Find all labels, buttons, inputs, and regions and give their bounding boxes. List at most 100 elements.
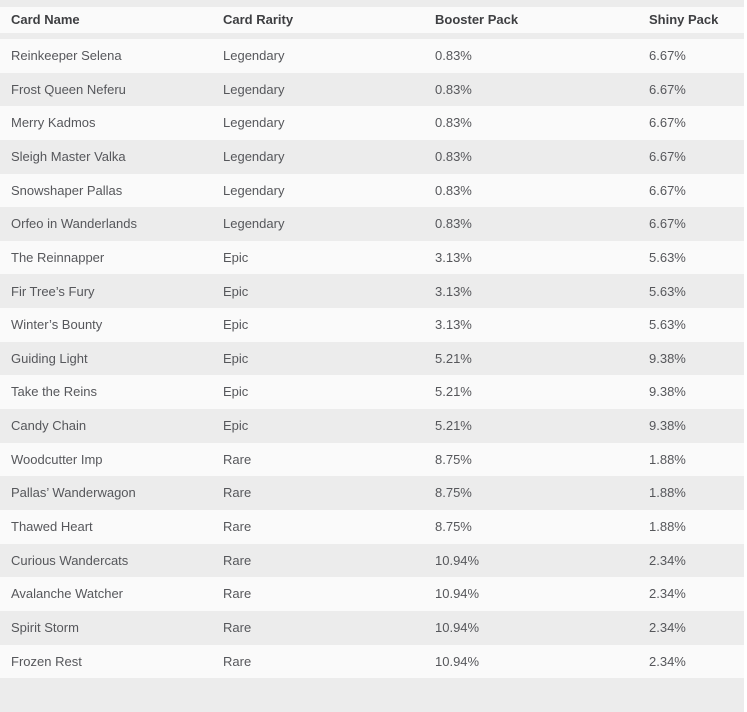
booster-pack-cell: 3.13% <box>435 317 472 333</box>
table-row: Curious Wandercats Rare 10.94% 2.34% <box>0 543 744 578</box>
shiny-pack-cell: 6.67% <box>649 216 686 232</box>
table-row-partial <box>0 678 744 712</box>
table-row: Guiding Light Epic 5.21% 9.38% <box>0 341 744 376</box>
column-header-booster-pack: Booster Pack <box>435 12 519 28</box>
booster-pack-cell: 5.21% <box>435 350 472 366</box>
table-row: Fir Tree’s Fury Epic 3.13% 5.63% <box>0 274 744 309</box>
card-rarity-cell: Legendary <box>223 48 285 64</box>
table-row: Winter’s Bounty Epic 3.13% 5.63% <box>0 308 744 342</box>
shiny-pack-cell: 9.38% <box>649 350 686 366</box>
shiny-pack-cell: 2.34% <box>649 586 686 602</box>
shiny-pack-cell: 1.88% <box>649 518 686 534</box>
shiny-pack-cell: 1.88% <box>649 451 686 467</box>
table-row: Avalanche Watcher Rare 10.94% 2.34% <box>0 577 744 611</box>
booster-pack-cell: 0.83% <box>435 182 472 198</box>
booster-pack-cell: 8.75% <box>435 451 472 467</box>
table-row: Pallas’ Wanderwagon Rare 8.75% 1.88% <box>0 476 744 510</box>
card-name-cell: Spirit Storm <box>11 619 79 635</box>
card-rarity-cell: Epic <box>223 249 249 265</box>
card-name-cell: Frost Queen Neferu <box>11 81 126 97</box>
table-row: The Reinnapper Epic 3.13% 5.63% <box>0 240 744 275</box>
table-row: Take the Reins Epic 5.21% 9.38% <box>0 375 744 410</box>
shiny-pack-cell: 6.67% <box>649 81 686 97</box>
booster-pack-cell: 0.83% <box>435 48 472 64</box>
table-row: Orfeo in Wanderlands Legendary 0.83% 6.67% <box>0 207 744 241</box>
card-name-cell: Reinkeeper Selena <box>11 48 122 64</box>
booster-pack-cell: 0.83% <box>435 115 472 131</box>
shiny-pack-cell: 6.67% <box>649 115 686 131</box>
card-name-cell: Sleigh Master Valka <box>11 148 126 164</box>
table-row: Spirit Storm Rare 10.94% 2.34% <box>0 610 744 645</box>
card-name-cell: Avalanche Watcher <box>11 586 124 602</box>
booster-pack-cell: 0.83% <box>435 148 472 164</box>
table-row: Frost Queen Neferu Legendary 0.83% 6.67% <box>0 72 744 107</box>
card-name-cell: Thawed Heart <box>11 518 93 534</box>
card-name-cell: Snowshaper Pallas <box>11 182 123 198</box>
table-row: Snowshaper Pallas Legendary 0.83% 6.67% <box>0 173 744 208</box>
card-rarity-cell: Rare <box>223 518 252 534</box>
card-rarity-cell: Legendary <box>223 148 285 164</box>
shiny-pack-cell: 1.88% <box>649 485 686 501</box>
booster-pack-cell: 10.94% <box>435 552 480 568</box>
card-name-cell: Guiding Light <box>11 350 88 366</box>
booster-pack-cell: 8.75% <box>435 518 472 534</box>
card-rarity-cell: Epic <box>223 418 249 434</box>
card-rarity-cell: Epic <box>223 317 249 333</box>
card-rarity-cell: Legendary <box>223 182 285 198</box>
table-row: Merry Kadmos Legendary 0.83% 6.67% <box>0 106 744 140</box>
table-row: Sleigh Master Valka Legendary 0.83% 6.67% <box>0 139 744 174</box>
card-rarity-cell: Rare <box>223 586 252 602</box>
booster-pack-cell: 10.94% <box>435 653 480 669</box>
booster-pack-cell: 10.94% <box>435 619 480 635</box>
table-body: Reinkeeper Selena Legendary 0.83% 6.67% Fros… <box>0 39 744 712</box>
shiny-pack-cell: 6.67% <box>649 182 686 198</box>
card-rarity-cell: Epic <box>223 283 249 299</box>
card-rarity-cell: Rare <box>223 619 252 635</box>
table-row: Frozen Rest Rare 10.94% 2.34% <box>0 644 744 679</box>
booster-pack-cell: 3.13% <box>435 283 472 299</box>
top-divider-strip <box>0 0 744 7</box>
card-name-cell: Candy Chain <box>11 418 87 434</box>
shiny-pack-cell: 5.63% <box>649 317 686 333</box>
booster-pack-cell: 8.75% <box>435 485 472 501</box>
card-name-cell: Woodcutter Imp <box>11 451 103 467</box>
shiny-pack-cell: 5.63% <box>649 283 686 299</box>
card-rarity-cell: Legendary <box>223 216 285 232</box>
booster-pack-cell: 0.83% <box>435 216 472 232</box>
shiny-pack-cell: 6.67% <box>649 48 686 64</box>
shiny-pack-cell: 6.67% <box>649 148 686 164</box>
card-name-cell: Curious Wandercats <box>11 552 129 568</box>
shiny-pack-cell: 2.34% <box>649 619 686 635</box>
booster-pack-cell: 0.83% <box>435 81 472 97</box>
column-header-card-name: Card Name <box>11 12 80 28</box>
card-name-cell: The Reinnapper <box>11 249 105 265</box>
card-rarity-cell: Rare <box>223 485 252 501</box>
card-rarity-cell: Legendary <box>223 81 285 97</box>
card-name-cell: Winter’s Bounty <box>11 317 103 333</box>
booster-pack-cell: 3.13% <box>435 249 472 265</box>
table-header-row: Card Name Card Rarity Booster Pack Shiny… <box>0 7 744 33</box>
card-name-cell: Fir Tree’s Fury <box>11 283 95 299</box>
booster-pack-cell: 5.21% <box>435 384 472 400</box>
table-row: Thawed Heart Rare 8.75% 1.88% <box>0 509 744 544</box>
shiny-pack-cell: 2.34% <box>649 653 686 669</box>
card-rarity-cell: Rare <box>223 552 252 568</box>
shiny-pack-cell: 9.38% <box>649 384 686 400</box>
column-header-card-rarity: Card Rarity <box>223 12 294 28</box>
shiny-pack-cell: 2.34% <box>649 552 686 568</box>
header-divider-strip <box>0 33 744 39</box>
card-rarity-cell: Rare <box>223 653 252 669</box>
card-rarity-cell: Epic <box>223 384 249 400</box>
shiny-pack-cell: 9.38% <box>649 418 686 434</box>
column-header-shiny-pack: Shiny Pack <box>649 12 719 28</box>
card-name-cell: Take the Reins <box>11 384 97 400</box>
card-name-cell: Merry Kadmos <box>11 115 96 131</box>
card-rarity-cell: Legendary <box>223 115 285 131</box>
card-rarity-cell: Epic <box>223 350 249 366</box>
booster-pack-cell: 5.21% <box>435 418 472 434</box>
card-name-cell: Orfeo in Wanderlands <box>11 216 137 232</box>
table-row: Reinkeeper Selena Legendary 0.83% 6.67% <box>0 39 744 73</box>
booster-pack-cell: 10.94% <box>435 586 480 602</box>
card-name-cell: Pallas’ Wanderwagon <box>11 485 136 501</box>
